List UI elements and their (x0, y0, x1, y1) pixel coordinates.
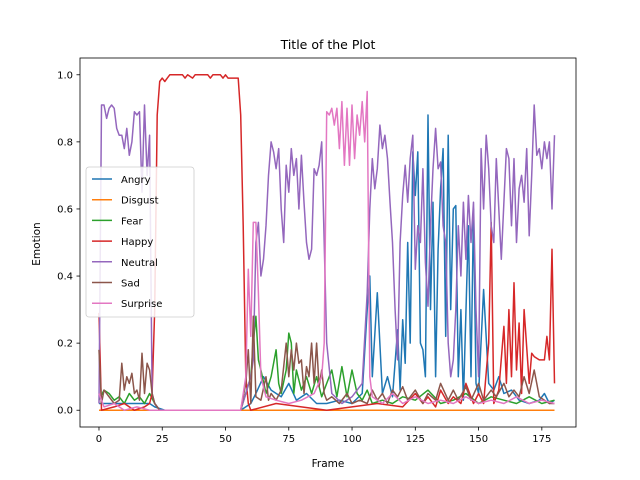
y-tick-label: 0.4 (57, 272, 73, 283)
legend-label-surprise: Surprise (121, 299, 162, 310)
y-axis: 0.0 0.2 0.4 0.6 0.8 1.0 (57, 70, 80, 417)
legend-label-sad: Sad (121, 279, 140, 290)
x-tick-label: 175 (532, 434, 551, 445)
legend: Angry Disgust Fear Happy Neutral Sad Surprise (85, 166, 195, 318)
legend-label-angry: Angry (121, 175, 151, 186)
y-tick-label: 0.2 (57, 339, 73, 350)
y-tick-label: 0.6 (57, 204, 73, 215)
series-line-surprise (98, 90, 555, 411)
x-axis: 0 25 50 75 100 125 150 175 (96, 427, 551, 445)
x-tick-label: 125 (406, 434, 425, 445)
x-axis-label: Frame (312, 458, 345, 470)
series-line-happy (98, 74, 556, 411)
plot-area (98, 74, 556, 411)
x-tick-label: 75 (282, 434, 295, 445)
x-tick-label: 0 (96, 434, 102, 445)
y-tick-label: 1.0 (57, 70, 73, 81)
axes-frame (79, 57, 577, 428)
legend-box (85, 166, 195, 318)
legend-label-disgust: Disgust (121, 196, 159, 207)
series-line-angry (99, 114, 555, 411)
x-tick-label: 100 (342, 434, 361, 445)
chart-title: Title of the Plot (280, 37, 376, 52)
series-line-fear (98, 315, 555, 411)
legend-label-fear: Fear (121, 216, 143, 227)
legend-label-happy: Happy (121, 237, 153, 248)
y-axis-label: Emotion (31, 222, 43, 265)
x-tick-label: 50 (219, 434, 232, 445)
series-line-sad (98, 315, 555, 411)
legend-label-neutral: Neutral (121, 258, 158, 269)
x-tick-label: 150 (469, 434, 488, 445)
y-tick-label: 0.8 (57, 137, 73, 148)
x-tick-label: 25 (156, 434, 169, 445)
y-tick-label: 0.0 (57, 406, 73, 417)
